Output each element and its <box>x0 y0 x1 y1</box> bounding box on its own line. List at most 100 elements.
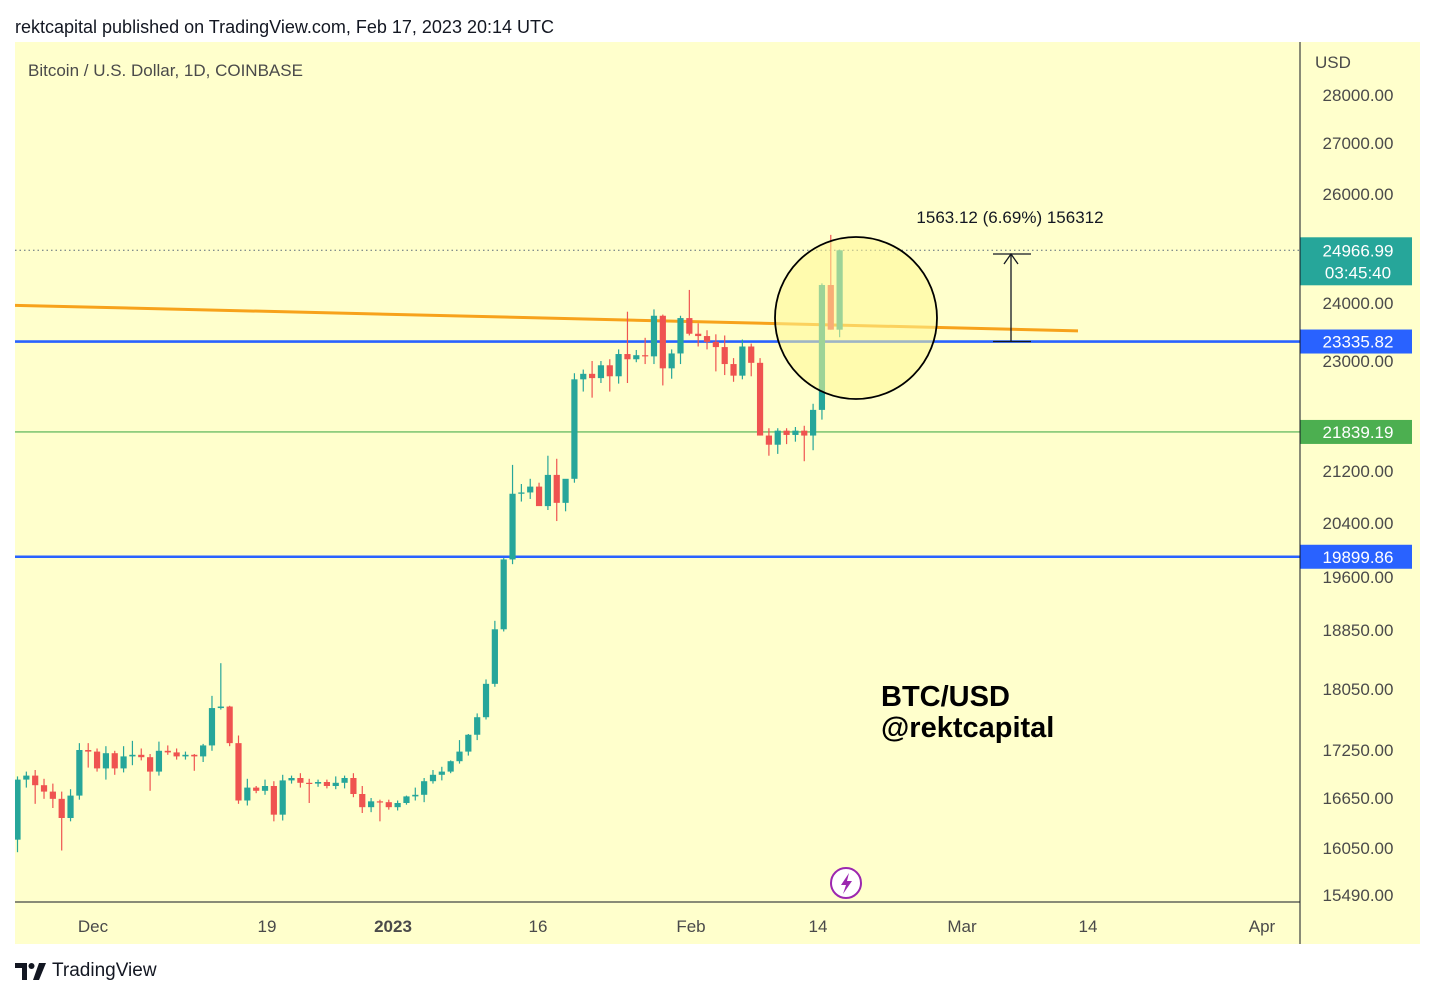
chart-frame[interactable]: 23335.82 19899.86 21839.19 24966.99 03:45:40… <box>15 42 1420 944</box>
candle-body <box>810 409 817 436</box>
price-level-badge <box>1300 544 1412 569</box>
candle-body <box>58 798 65 818</box>
candle-body <box>15 779 21 840</box>
candle-body <box>40 785 48 792</box>
candle-body <box>270 786 277 815</box>
candle-body <box>801 430 808 436</box>
candle-body <box>624 354 631 360</box>
price-level-badge-text: 23335.82 <box>1323 333 1394 352</box>
candle-body <box>253 787 260 791</box>
candle-body <box>279 780 286 815</box>
candle-body <box>76 750 83 796</box>
candle-body <box>438 771 445 775</box>
candle-body <box>633 355 640 360</box>
time-tick-label: 19 <box>258 917 277 936</box>
candle-body <box>712 341 719 348</box>
highlight-circle <box>774 236 938 400</box>
candle-body <box>518 492 525 494</box>
candle-body <box>695 333 702 337</box>
candle-body <box>332 782 339 786</box>
price-tick-label: 15490.00 <box>1323 886 1394 905</box>
time-tick-label: 14 <box>1079 917 1098 936</box>
candle-body <box>359 794 366 808</box>
candle-body <box>191 754 198 757</box>
candle-body <box>376 801 384 803</box>
candle-body <box>129 754 136 757</box>
time-tick-label: 2023 <box>374 917 412 936</box>
candle-body <box>659 315 666 369</box>
candle-body <box>368 801 375 808</box>
candle-body <box>341 778 348 783</box>
candle-body <box>783 430 790 435</box>
candle-body <box>394 803 401 808</box>
candle-body <box>85 750 92 752</box>
candle-body <box>217 706 224 709</box>
price-tick-label: 28000.00 <box>1323 86 1394 105</box>
candle-body <box>465 734 472 752</box>
candle-body <box>173 752 180 757</box>
time-tick-label: Apr <box>1249 917 1276 936</box>
tradingview-logo[interactable]: TradingView <box>15 960 157 982</box>
candle-body <box>721 347 728 365</box>
candle-body <box>580 373 587 380</box>
published-header: rektcapital published on TradingView.com… <box>15 17 554 37</box>
candle-body <box>111 753 118 769</box>
candle-body <box>235 743 242 801</box>
lightning-icon <box>841 873 852 894</box>
candle-body <box>200 745 207 757</box>
candle-body <box>23 775 30 780</box>
tradingview-wordmark: TradingView <box>52 960 157 981</box>
candle-body <box>67 795 74 818</box>
candle-body <box>642 355 649 357</box>
candle-body <box>306 782 313 784</box>
price-tick-label: 19600.00 <box>1323 568 1394 587</box>
candle-body <box>155 750 163 772</box>
candle-body <box>32 775 39 786</box>
candle-body <box>765 435 772 445</box>
price-tick-label: 21200.00 <box>1323 462 1394 481</box>
candle-body <box>93 751 101 769</box>
candle-body <box>535 486 543 507</box>
candle-body <box>792 430 799 435</box>
candle-body <box>102 753 109 769</box>
measure-arrow-icon <box>1003 252 1019 265</box>
candle-body <box>703 336 711 342</box>
candle-body <box>668 353 675 369</box>
price-level-badge-text: 21839.19 <box>1323 423 1394 442</box>
candle-body <box>527 486 534 493</box>
candle-body <box>208 708 216 746</box>
price-tick-label: 18850.00 <box>1323 621 1394 640</box>
candle-body <box>261 786 269 791</box>
price-tick-label: 26000.00 <box>1323 185 1394 204</box>
candle-body <box>120 756 127 769</box>
candle-body <box>509 493 516 560</box>
candle-body <box>677 318 684 354</box>
candle-body <box>589 373 596 379</box>
price-chart[interactable]: 23335.82 19899.86 21839.19 24966.99 03:45:40… <box>15 42 1420 944</box>
price-tick-label: 24000.00 <box>1323 294 1394 313</box>
candle-body <box>730 364 737 376</box>
candle-body <box>429 774 437 782</box>
candle-body <box>412 794 419 797</box>
currency-label: USD <box>1315 53 1351 72</box>
candle-body <box>650 315 658 357</box>
candle-body <box>403 796 410 803</box>
candle-body <box>739 346 746 376</box>
last-price-badge <box>1300 237 1412 286</box>
tradingview-logo-icon <box>15 962 46 980</box>
candle-body <box>491 629 498 684</box>
candle-body <box>774 430 781 445</box>
candle-body <box>385 802 392 808</box>
candle-body <box>447 761 454 772</box>
candle-body <box>482 683 490 718</box>
time-tick-label: 14 <box>809 917 828 936</box>
price-tick-label: 17250.00 <box>1323 741 1394 760</box>
candle-body <box>164 750 171 753</box>
candle-body <box>562 478 569 503</box>
candle-body <box>748 346 755 363</box>
candle-body <box>756 362 764 436</box>
watermark-author: @rektcapital <box>881 712 1054 744</box>
price-tick-label: 27000.00 <box>1323 134 1394 153</box>
candle-body <box>297 778 304 783</box>
candle-body <box>147 757 154 772</box>
